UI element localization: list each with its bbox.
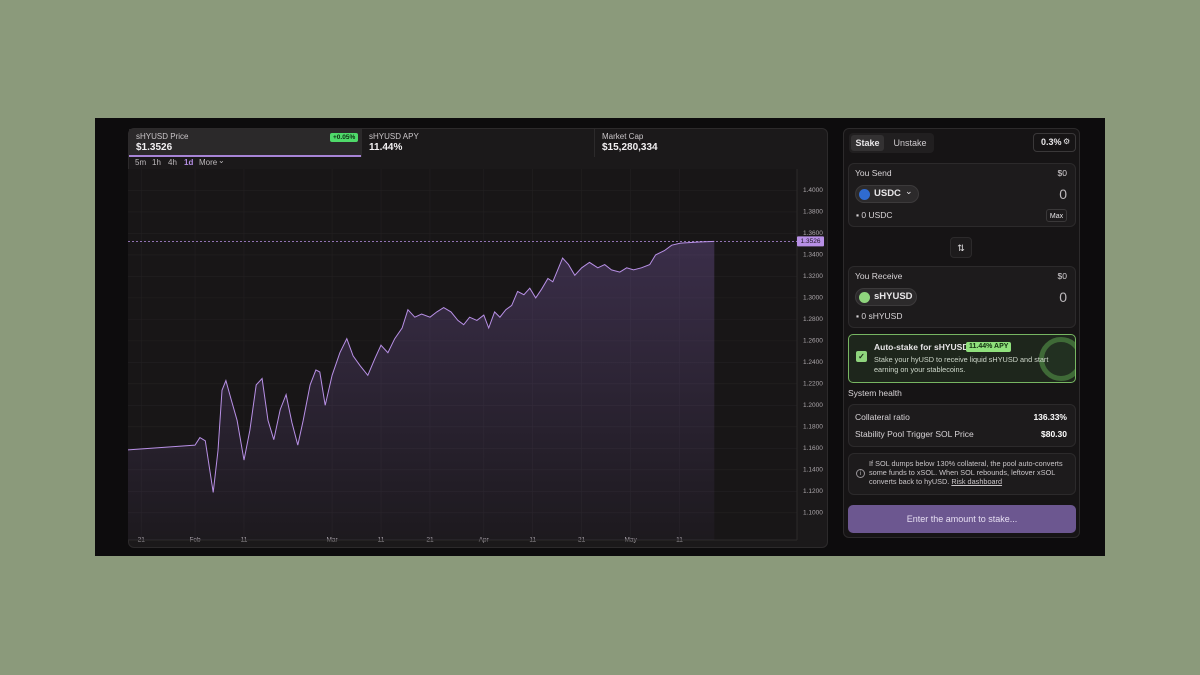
info-icon: i [856,469,865,478]
token-select[interactable] [855,185,919,203]
tab-unstake[interactable]: Unstake [893,138,927,148]
divider [361,129,362,157]
chevron-icon: ⌄ [218,156,225,165]
send-amount[interactable]: 0 [1059,186,1067,202]
chevron-icon: ⌄ [905,186,913,196]
timeframe[interactable]: 1h [152,158,161,167]
price-line [128,240,715,493]
last-price-label: 1.3526 [801,238,821,245]
token-name: sHYUSD [874,291,913,302]
price-chart: 1.1000 1.1200 1.1400 1.1600 1.1800 1.2000 1.22… [128,169,824,544]
receive-balance: ▪ 0 sHYUSD [856,311,902,321]
stat-label: sHYUSD APY [369,132,419,141]
max-button[interactable]: Max [1046,209,1067,222]
wallet-icon: ▪ [856,210,862,220]
health-value: $80.30 [1041,429,1067,439]
receive-label: You Receive [855,271,903,281]
stat-value: $15,280,334 [602,142,658,153]
slippage-button[interactable] [1033,133,1076,152]
stat-label: Market Cap [602,132,644,141]
y-tick-label: 1.1800 [803,424,823,431]
send-label: You Send [855,168,892,178]
autostake-card [848,334,1076,383]
notice-card [848,453,1076,495]
health-card [848,404,1076,447]
y-tick-label: 1.1000 [803,510,823,517]
stat-value: 11.44% [369,142,403,153]
y-tick-label: 1.4000 [803,187,823,194]
health-title: System health [848,388,902,398]
balance-text: 0 USDC [861,210,893,220]
usdc-icon [859,189,870,200]
y-tick-label: 1.2800 [803,316,823,323]
health-label: Stability Pool Trigger SOL Price [855,429,974,439]
stake-button[interactable]: Enter the amount to stake... [848,505,1076,533]
last-price-tag [797,236,824,247]
shyusd-icon [859,292,870,303]
y-tick-label: 1.3200 [803,273,823,280]
send-balance: ▪ 0 USDC [856,210,893,220]
receive-usd: $0 [1057,271,1067,281]
y-tick-label: 1.2600 [803,338,823,345]
balance-text: 0 sHYUSD [861,311,903,321]
price-area [128,241,715,540]
autostake-logo [1039,337,1075,381]
y-tick-label: 1.2000 [803,402,823,409]
autostake-text: Stake your hyUSD to receive liquid sHYUS… [874,355,1049,374]
timeframe-more[interactable]: More [199,158,218,167]
stat-value: $1.3526 [136,142,173,153]
notice-body: If SOL dumps below 130% collateral, the … [869,459,1063,486]
send-usd: $0 [1057,168,1067,178]
gear-icon: ⚙ [1063,137,1071,146]
receive-amount: 0 [1059,289,1067,305]
notice-text: If SOL dumps below 130% collateral, the … [869,459,1069,486]
change-badge: +0.05% [330,133,359,142]
timeframe[interactable]: 5m [135,158,147,167]
health-value: 136.33% [1033,412,1067,422]
autostake-title: Auto-stake for sHYUSD [874,342,969,352]
y-tick-label: 1.3000 [803,295,823,302]
timeframe[interactable]: 4h [168,158,177,167]
risk-link[interactable]: Risk dashboard [951,477,1003,486]
swap-direction-button[interactable]: ⇅ [950,237,972,258]
y-tick-label: 1.2200 [803,381,823,388]
token-select[interactable] [855,288,917,306]
y-tick-label: 1.3400 [803,252,823,259]
y-tick-label: 1.1200 [803,488,823,495]
y-tick-label: 1.1400 [803,467,823,474]
stat-tab-active[interactable] [129,129,361,157]
apy-badge: 11.44% APY [966,342,1012,352]
health-label: Collateral ratio [855,412,910,422]
wallet-icon: ▪ [856,311,862,321]
y-tick-label: 1.1600 [803,445,823,452]
divider [594,129,595,157]
stat-label: sHYUSD Price [136,132,189,141]
tab-stake[interactable]: Stake [851,135,884,151]
y-tick-label: 1.3600 [803,230,823,237]
y-tick-label: 1.2400 [803,359,823,366]
autostake-checkbox[interactable]: ✓ [856,351,867,362]
token-name: USDC [874,188,901,199]
timeframe-active[interactable]: 1d [184,158,194,167]
y-tick-label: 1.3800 [803,209,823,216]
slippage-value: 0.3% [1041,137,1062,147]
